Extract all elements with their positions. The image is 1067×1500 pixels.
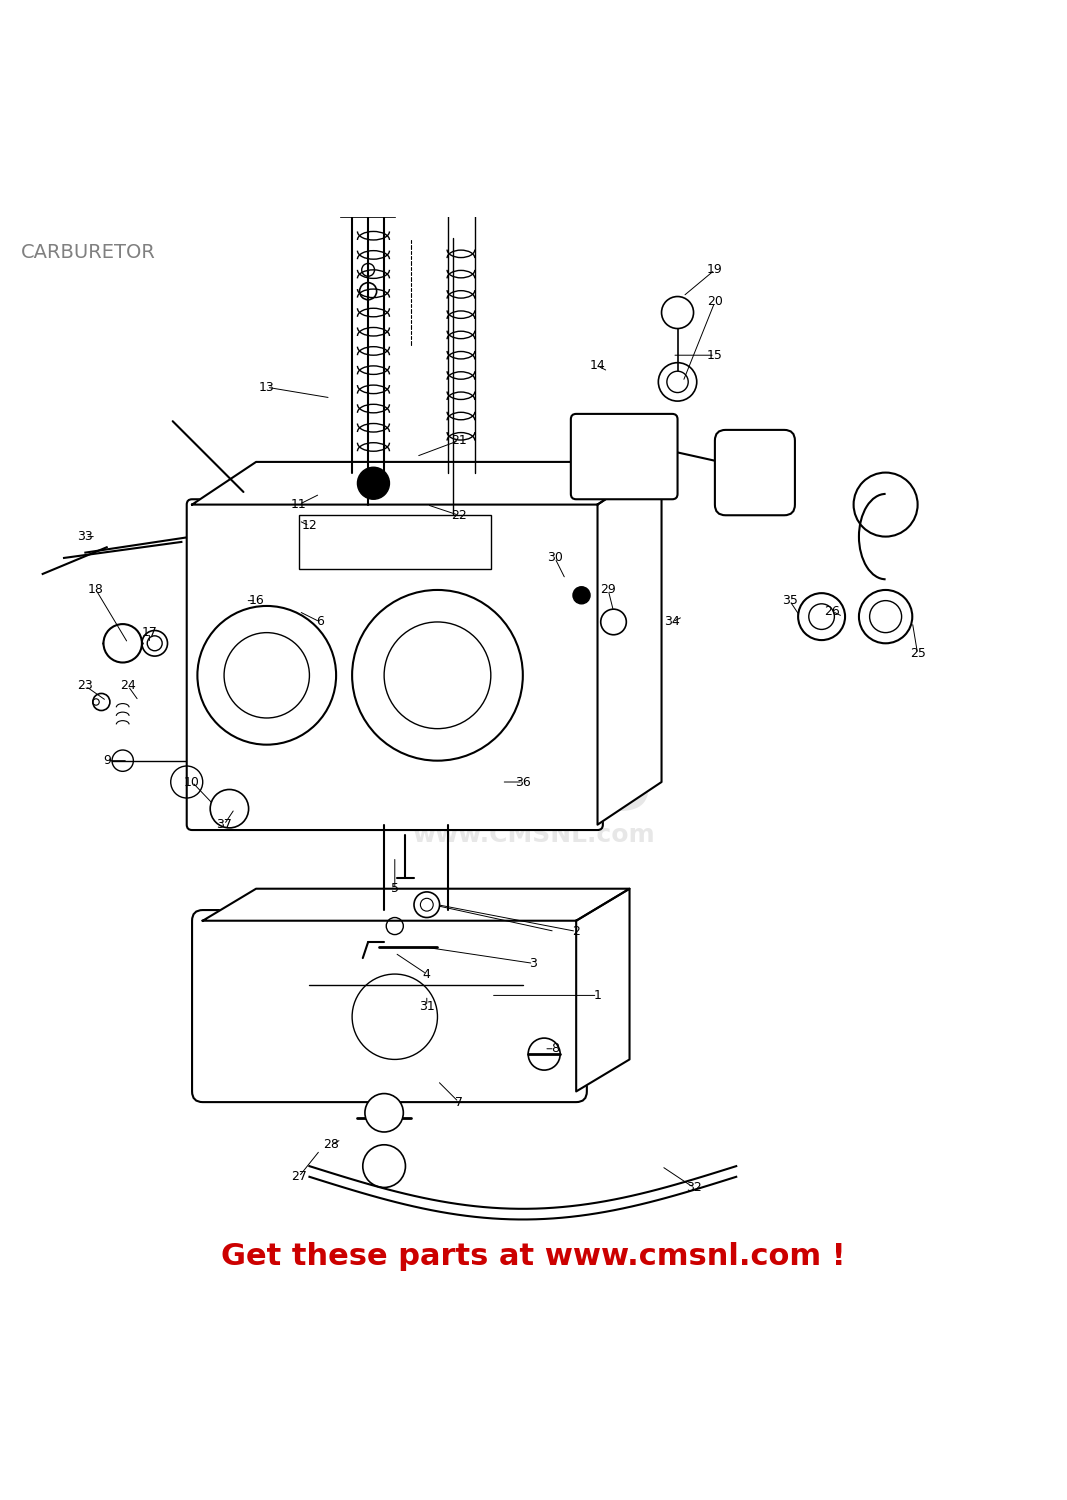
Text: 37: 37 xyxy=(217,818,232,831)
Bar xyxy=(299,516,491,568)
Bar xyxy=(341,201,395,216)
Text: 22: 22 xyxy=(451,509,466,522)
Text: 27: 27 xyxy=(291,1170,306,1184)
Polygon shape xyxy=(598,462,662,825)
Text: Get these parts at www.cmsnl.com !: Get these parts at www.cmsnl.com ! xyxy=(221,1242,846,1272)
Text: 35: 35 xyxy=(782,594,797,608)
FancyBboxPatch shape xyxy=(187,500,603,830)
Text: 21: 21 xyxy=(451,433,466,447)
Text: 14: 14 xyxy=(590,360,605,372)
Text: 6: 6 xyxy=(316,615,324,628)
Circle shape xyxy=(357,466,389,500)
Text: CMS: CMS xyxy=(411,734,656,831)
Text: 12: 12 xyxy=(302,519,317,532)
Text: 32: 32 xyxy=(686,1180,701,1194)
Circle shape xyxy=(667,370,688,393)
Text: 18: 18 xyxy=(89,584,103,597)
Text: 31: 31 xyxy=(419,999,434,1012)
Text: 36: 36 xyxy=(515,776,530,789)
Text: 11: 11 xyxy=(291,498,306,512)
Polygon shape xyxy=(576,888,630,1092)
Text: 5: 5 xyxy=(391,882,399,896)
Circle shape xyxy=(147,636,162,651)
Text: 15: 15 xyxy=(707,348,722,361)
Circle shape xyxy=(573,586,590,604)
Text: 10: 10 xyxy=(185,776,200,789)
Text: 1: 1 xyxy=(593,988,602,1002)
Circle shape xyxy=(870,600,902,633)
Text: 9: 9 xyxy=(102,754,111,766)
FancyBboxPatch shape xyxy=(192,910,587,1102)
Text: 24: 24 xyxy=(121,680,136,693)
Text: 20: 20 xyxy=(707,296,722,309)
Circle shape xyxy=(103,624,142,663)
Text: 30: 30 xyxy=(547,552,562,564)
Text: 29: 29 xyxy=(601,584,616,597)
Text: 19: 19 xyxy=(707,264,722,276)
Text: 8: 8 xyxy=(551,1042,559,1056)
Text: 23: 23 xyxy=(78,680,93,693)
Text: 33: 33 xyxy=(78,530,93,543)
Text: 28: 28 xyxy=(323,1138,338,1152)
Text: 13: 13 xyxy=(259,381,274,393)
Circle shape xyxy=(809,604,834,630)
Text: 26: 26 xyxy=(825,604,840,618)
Circle shape xyxy=(365,1094,403,1132)
Text: 3: 3 xyxy=(529,957,538,970)
Text: 4: 4 xyxy=(423,968,431,981)
Text: CARBURETOR: CARBURETOR xyxy=(21,243,156,262)
Text: www.CMSNL.com: www.CMSNL.com xyxy=(412,824,655,848)
Text: 17: 17 xyxy=(142,626,157,639)
Text: 16: 16 xyxy=(249,594,264,608)
Polygon shape xyxy=(203,888,630,921)
Circle shape xyxy=(420,898,433,910)
FancyBboxPatch shape xyxy=(571,414,678,500)
Text: 25: 25 xyxy=(910,648,925,660)
Polygon shape xyxy=(192,462,662,504)
Text: 2: 2 xyxy=(572,926,580,938)
Circle shape xyxy=(93,693,110,711)
Text: 7: 7 xyxy=(455,1095,463,1108)
Text: 34: 34 xyxy=(665,615,680,628)
FancyBboxPatch shape xyxy=(715,430,795,516)
